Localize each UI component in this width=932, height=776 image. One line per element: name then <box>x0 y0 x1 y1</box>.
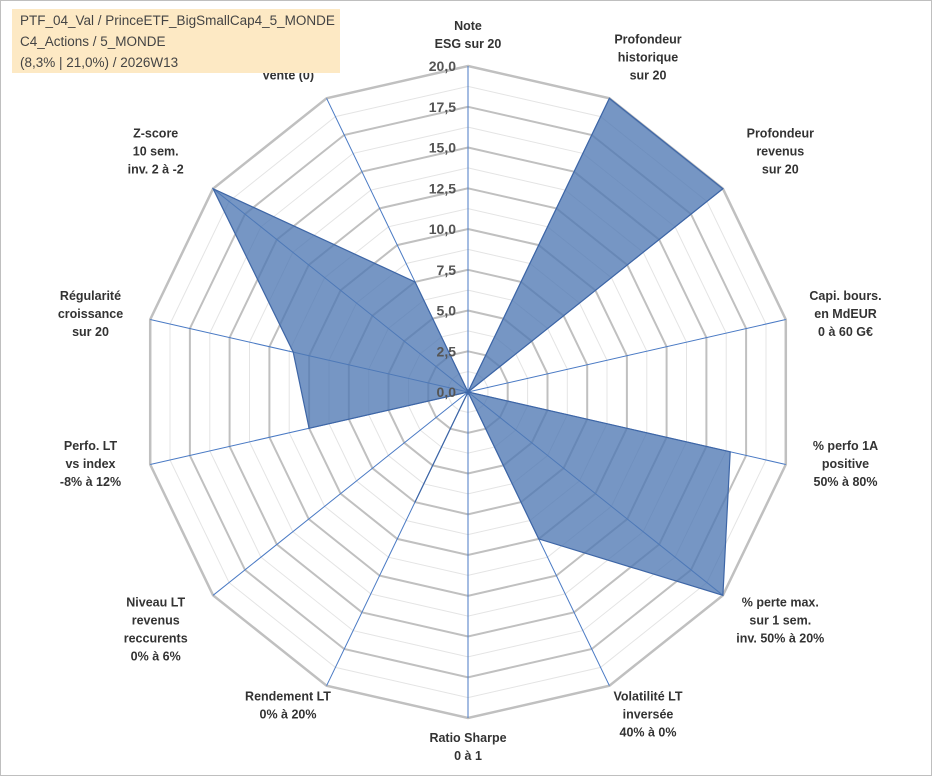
tick-label: 17,5 <box>429 99 456 115</box>
tick-label: 2,5 <box>437 343 457 359</box>
axis-label: % perfo 1A <box>813 439 878 453</box>
tick-label: 20,0 <box>429 58 456 74</box>
axis-label: sur 20 <box>630 69 667 83</box>
info-line-category: C4_Actions / 5_MONDE <box>20 34 166 49</box>
axis-label: Profondeur <box>614 33 681 47</box>
tick-label: 10,0 <box>429 221 456 237</box>
axis-label: Capi. bours. <box>809 289 881 303</box>
axis-label: historique <box>618 51 678 65</box>
axis-label: sur 1 sem. <box>749 614 811 628</box>
axis-label: sur 20 <box>762 162 799 176</box>
axis-label: 0 à 60 G€ <box>818 325 873 339</box>
radar-axis-labels: Note ESG sur 20 Profondeur historique sur 20… <box>58 19 882 763</box>
axis-label: ESG sur 20 <box>435 37 502 51</box>
axis-label: Perfo. LT <box>64 439 118 453</box>
axis-label: croissance <box>58 307 123 321</box>
axis-label: Rendement LT <box>245 690 331 704</box>
axis-label: en MdEUR <box>814 307 877 321</box>
axis-label: 0 à 1 <box>454 749 482 763</box>
info-line-portfolio: PTF_04_Val / PrinceETF_BigSmallCap4_5_MO… <box>20 13 335 28</box>
axis-label: -8% à 12% <box>60 475 121 489</box>
axis-label: inv. 2 à -2 <box>128 162 184 176</box>
axis-label: 40% à 0% <box>620 726 677 740</box>
tick-label: 5,0 <box>437 303 457 319</box>
info-line-stats: (8,3% | 21,0%) / 2026W13 <box>20 55 179 70</box>
axis-label: Note <box>454 19 482 33</box>
axis-label: positive <box>822 457 869 471</box>
axis-label: Profondeur <box>747 126 814 140</box>
tick-label: 7,5 <box>437 262 457 278</box>
portfolio-info-box: PTF_04_Val / PrinceETF_BigSmallCap4_5_MO… <box>12 9 340 73</box>
axis-label: Régularité <box>60 289 121 303</box>
axis-spoke <box>212 391 469 596</box>
axis-label: Z-score <box>133 126 178 140</box>
tick-label: 12,5 <box>429 180 456 196</box>
tick-label: 0,0 <box>437 384 457 400</box>
radar-tick-labels: 0,0 2,5 5,0 7,5 10,0 12,5 15,0 17,5 20,0 <box>429 58 456 400</box>
axis-label: Volatilité LT <box>614 690 683 704</box>
axis-label: 0% à 6% <box>131 650 181 664</box>
tick-label: 15,0 <box>429 140 456 156</box>
axis-label: inversée <box>623 708 674 722</box>
axis-label: 50% à 80% <box>814 475 878 489</box>
axis-label: % perte max. <box>742 596 819 610</box>
axis-label: Ratio Sharpe <box>429 731 506 745</box>
axis-label: reccurents <box>124 632 188 646</box>
axis-label: sur 20 <box>72 325 109 339</box>
axis-label: 0% à 20% <box>260 708 317 722</box>
series-area <box>211 97 731 597</box>
axis-label: vs index <box>65 457 115 471</box>
axis-label: revenus <box>756 144 804 158</box>
radar-series <box>211 97 731 597</box>
axis-label: 10 sem. <box>133 144 179 158</box>
axis-label: Niveau LT <box>126 596 185 610</box>
axis-label: revenus <box>132 614 180 628</box>
axis-spoke <box>467 319 786 393</box>
axis-label: inv. 50% à 20% <box>736 632 824 646</box>
